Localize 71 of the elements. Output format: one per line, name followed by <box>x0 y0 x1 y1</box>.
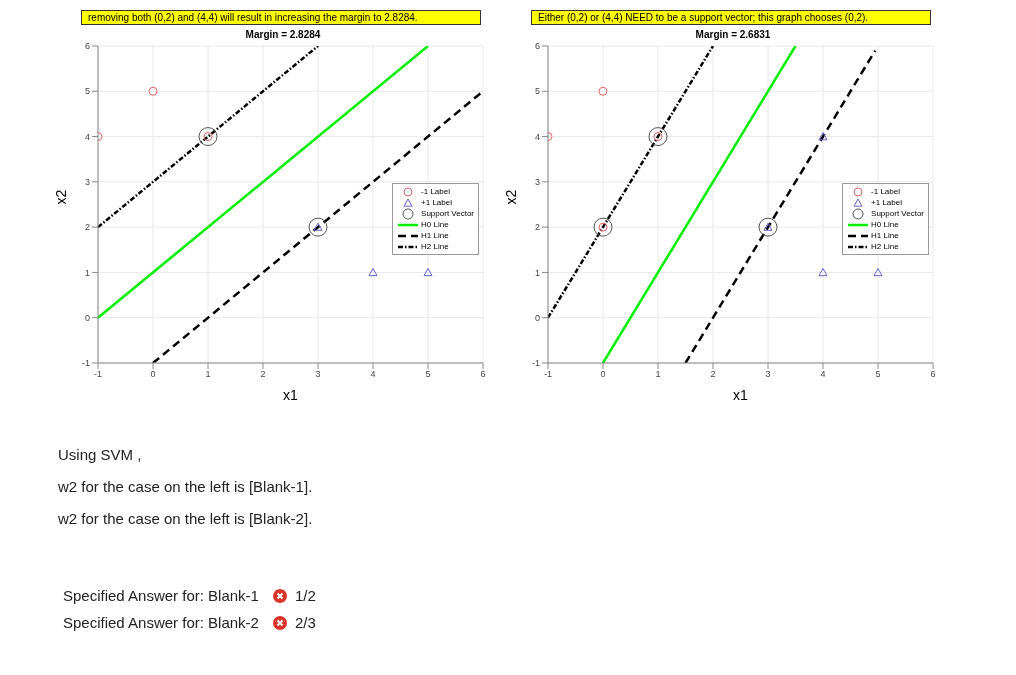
y-tick-label: 3 <box>534 177 540 188</box>
y-tick-label: 1 <box>534 267 540 278</box>
legend-label: H2 Line <box>871 242 899 251</box>
x-tick-label: 6 <box>930 369 936 380</box>
y-tick-label: 6 <box>84 41 90 52</box>
point <box>758 217 778 237</box>
legend-label: -1 Label <box>871 187 900 196</box>
legend-label: H1 Line <box>871 231 899 240</box>
x-tick-label: 3 <box>765 369 771 380</box>
text: removing both (0,2) and (4,4) will result in increasing the margin to 2.8284. <box>81 10 481 25</box>
x-tick-label: 0 <box>600 369 606 380</box>
chart-title: Margin = 2.8284 <box>244 29 322 40</box>
legend-label: H2 Line <box>421 242 449 251</box>
point <box>593 217 613 237</box>
point <box>308 217 328 237</box>
x-tick-label: 6 <box>480 369 486 380</box>
y-tick-label: 2 <box>534 222 540 233</box>
y-tick-label: 6 <box>534 41 540 52</box>
text: Using SVM , <box>58 446 143 463</box>
x-tick-label: 2 <box>710 369 716 380</box>
point <box>423 267 433 277</box>
point <box>148 86 158 96</box>
x-tick-label: 1 <box>205 369 211 380</box>
legend-label: +1 Label <box>871 198 902 207</box>
y-tick-label: 5 <box>84 86 90 97</box>
y-tick-label: -1 <box>531 358 540 369</box>
x-tick-label: 2 <box>260 369 266 380</box>
x-axis-title: x1 <box>733 387 749 403</box>
y-tick-label: 5 <box>534 86 540 97</box>
y-tick-label: 0 <box>84 312 90 323</box>
x-tick-label: -1 <box>543 369 553 380</box>
x-tick-label: -1 <box>93 369 103 380</box>
y-axis-title: x2 <box>52 189 69 205</box>
x-tick-label: 1 <box>655 369 661 380</box>
x-tick-label: 4 <box>370 369 376 380</box>
x-tick-label: 5 <box>425 369 431 380</box>
point <box>818 267 828 277</box>
text: Either (0,2) or (4,4) NEED to be a support vector; this graph chooses (0,2). <box>531 10 931 25</box>
x-tick-label: 5 <box>875 369 881 380</box>
text: Specified Answer for: Blank-1 <box>63 587 259 604</box>
point <box>198 127 218 147</box>
x-tick-label: 3 <box>315 369 321 380</box>
y-tick-label: 2 <box>84 222 90 233</box>
y-tick-label: 0 <box>534 312 540 323</box>
legend-label: H0 Line <box>421 220 449 229</box>
point <box>648 127 668 147</box>
x-tick-label: 0 <box>150 369 156 380</box>
legend-label: Support Vector <box>871 209 924 218</box>
y-tick-label: 1 <box>84 267 90 278</box>
point <box>873 267 883 277</box>
legend-label: Support Vector <box>421 209 474 218</box>
y-tick-label: 3 <box>84 177 90 188</box>
text: 1/2 <box>294 587 316 604</box>
text: Specified Answer for: Blank-2 <box>63 614 259 631</box>
y-axis-title: x2 <box>502 189 519 205</box>
x-tick-label: 4 <box>820 369 826 380</box>
text: w2 for the case on the left is [Blank-1]. <box>58 478 314 495</box>
x-axis-title: x1 <box>283 387 299 403</box>
legend-label: H0 Line <box>871 220 899 229</box>
y-tick-label: -1 <box>81 358 90 369</box>
legend-label: +1 Label <box>421 198 452 207</box>
legend-label: H1 Line <box>421 231 449 240</box>
point <box>598 86 608 96</box>
point <box>368 267 378 277</box>
legend-label: -1 Label <box>421 187 450 196</box>
chart-title: Margin = 2.6831 <box>694 29 772 40</box>
text: 2/3 <box>294 614 316 631</box>
point <box>818 132 828 141</box>
y-tick-label: 4 <box>84 131 90 142</box>
y-tick-label: 4 <box>534 131 540 142</box>
text: w2 for the case on the left is [Blank-2]. <box>58 510 314 527</box>
